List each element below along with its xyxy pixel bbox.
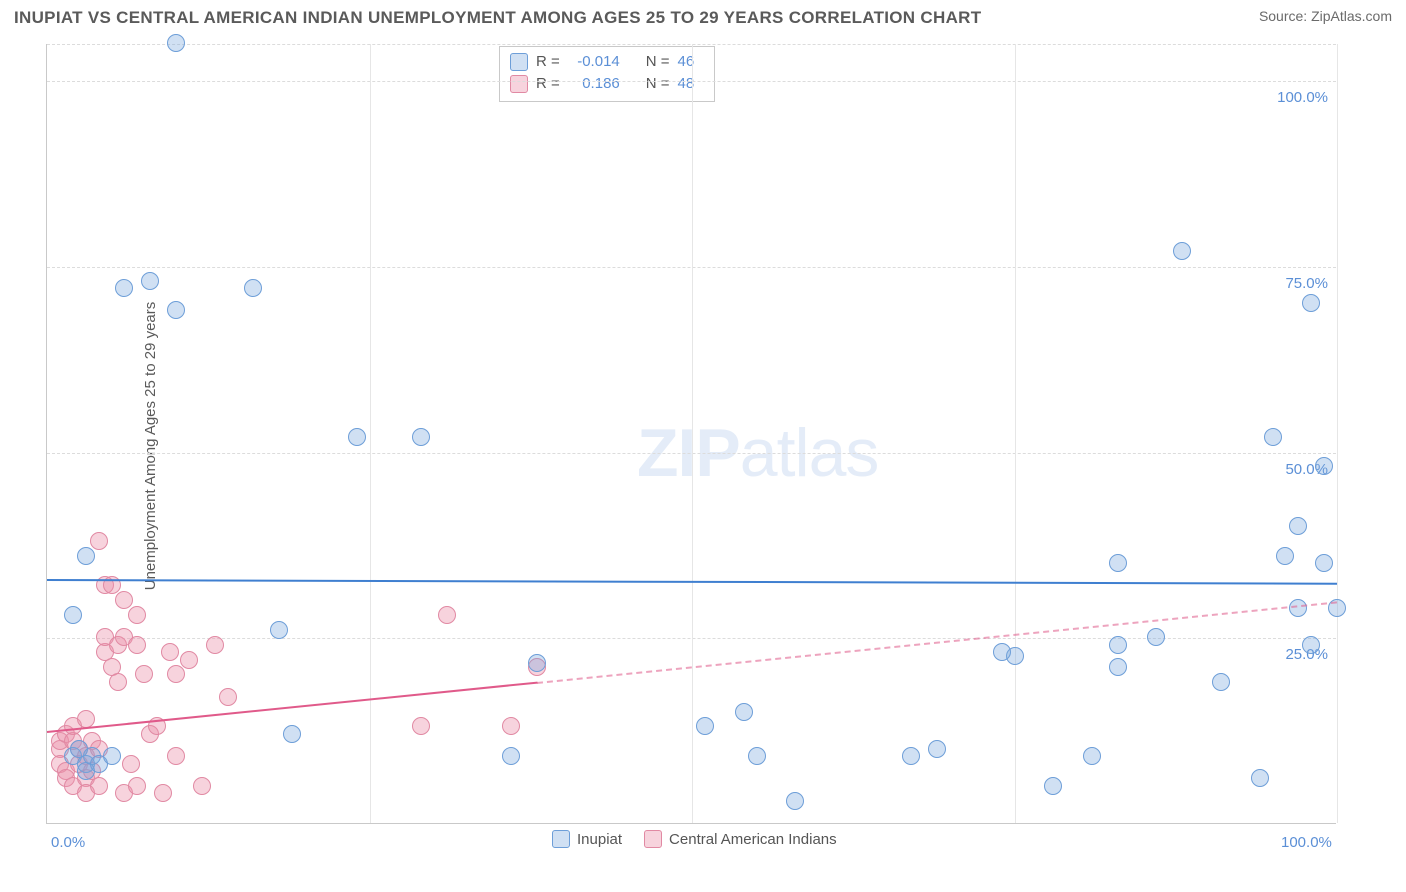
- data-point-inupiat: [928, 740, 946, 758]
- swatch-cai: [644, 830, 662, 848]
- data-point-inupiat: [1315, 554, 1333, 572]
- gridline-vertical: [1015, 44, 1016, 823]
- chart-title: INUPIAT VS CENTRAL AMERICAN INDIAN UNEMP…: [14, 8, 981, 28]
- data-point-inupiat: [1109, 636, 1127, 654]
- data-point-cai: [180, 651, 198, 669]
- data-point-inupiat: [1044, 777, 1062, 795]
- data-point-cai: [154, 784, 172, 802]
- data-point-inupiat: [412, 428, 430, 446]
- data-point-inupiat: [993, 643, 1011, 661]
- data-point-cai: [167, 665, 185, 683]
- trend-line: [537, 601, 1337, 684]
- r-value-cai: 0.186: [568, 73, 620, 95]
- data-point-inupiat: [77, 547, 95, 565]
- data-point-inupiat: [1109, 554, 1127, 572]
- data-point-inupiat: [115, 279, 133, 297]
- legend-item-cai: Central American Indians: [644, 830, 837, 848]
- data-point-inupiat: [1264, 428, 1282, 446]
- data-point-cai: [502, 717, 520, 735]
- data-point-inupiat: [1251, 769, 1269, 787]
- data-point-cai: [122, 755, 140, 773]
- data-point-inupiat: [270, 621, 288, 639]
- data-point-inupiat: [786, 792, 804, 810]
- data-point-inupiat: [141, 272, 159, 290]
- data-point-inupiat: [167, 34, 185, 52]
- data-point-cai: [438, 606, 456, 624]
- n-label: N =: [646, 73, 670, 95]
- x-tick-label: 100.0%: [1281, 834, 1332, 851]
- swatch-inupiat: [552, 830, 570, 848]
- data-point-cai: [193, 777, 211, 795]
- legend-label-cai: Central American Indians: [669, 831, 837, 848]
- data-point-inupiat: [283, 725, 301, 743]
- data-point-cai: [128, 606, 146, 624]
- gridline-vertical: [1337, 44, 1338, 823]
- data-point-cai: [90, 532, 108, 550]
- data-point-inupiat: [1289, 517, 1307, 535]
- scatter-plot: ZIPatlas R = -0.014 N = 46 R = 0.186 N =…: [46, 44, 1336, 824]
- data-point-cai: [109, 673, 127, 691]
- data-point-inupiat: [1315, 457, 1333, 475]
- legend-label-inupiat: Inupiat: [577, 831, 622, 848]
- data-point-cai: [219, 688, 237, 706]
- data-point-inupiat: [502, 747, 520, 765]
- data-point-cai: [128, 777, 146, 795]
- data-point-inupiat: [735, 703, 753, 721]
- r-value-inupiat: -0.014: [568, 51, 620, 73]
- n-value-inupiat: 46: [678, 51, 704, 73]
- data-point-inupiat: [1212, 673, 1230, 691]
- data-point-inupiat: [167, 301, 185, 319]
- data-point-inupiat: [348, 428, 366, 446]
- stats-row-inupiat: R = -0.014 N = 46: [510, 51, 704, 73]
- data-point-inupiat: [1276, 547, 1294, 565]
- data-point-inupiat: [902, 747, 920, 765]
- correlation-stats-box: R = -0.014 N = 46 R = 0.186 N = 48: [499, 46, 715, 102]
- stats-row-cai: R = 0.186 N = 48: [510, 73, 704, 95]
- data-point-inupiat: [1109, 658, 1127, 676]
- y-tick-label: 75.0%: [1285, 275, 1328, 292]
- data-point-cai: [161, 643, 179, 661]
- data-point-cai: [90, 777, 108, 795]
- data-point-inupiat: [748, 747, 766, 765]
- data-point-cai: [135, 665, 153, 683]
- source-label: Source: ZipAtlas.com: [1259, 8, 1392, 24]
- data-point-inupiat: [1083, 747, 1101, 765]
- data-point-inupiat: [1302, 294, 1320, 312]
- data-point-cai: [77, 710, 95, 728]
- data-point-cai: [412, 717, 430, 735]
- data-point-inupiat: [1173, 242, 1191, 260]
- swatch-cai: [510, 75, 528, 93]
- data-point-inupiat: [1147, 628, 1165, 646]
- gridline-vertical: [692, 44, 693, 823]
- data-point-cai: [115, 591, 133, 609]
- n-value-cai: 48: [678, 73, 704, 95]
- data-point-cai: [128, 636, 146, 654]
- data-point-inupiat: [64, 606, 82, 624]
- data-point-inupiat: [244, 279, 262, 297]
- legend-item-inupiat: Inupiat: [552, 830, 622, 848]
- x-tick-label: 0.0%: [51, 834, 85, 851]
- data-point-inupiat: [103, 747, 121, 765]
- n-label: N =: [646, 51, 670, 73]
- data-point-inupiat: [528, 654, 546, 672]
- r-label: R =: [536, 73, 560, 95]
- bottom-legend: Inupiat Central American Indians: [552, 830, 837, 848]
- data-point-cai: [206, 636, 224, 654]
- data-point-inupiat: [1302, 636, 1320, 654]
- data-point-cai: [167, 747, 185, 765]
- swatch-inupiat: [510, 53, 528, 71]
- r-label: R =: [536, 51, 560, 73]
- data-point-inupiat: [696, 717, 714, 735]
- y-tick-label: 100.0%: [1277, 89, 1328, 106]
- gridline-vertical: [370, 44, 371, 823]
